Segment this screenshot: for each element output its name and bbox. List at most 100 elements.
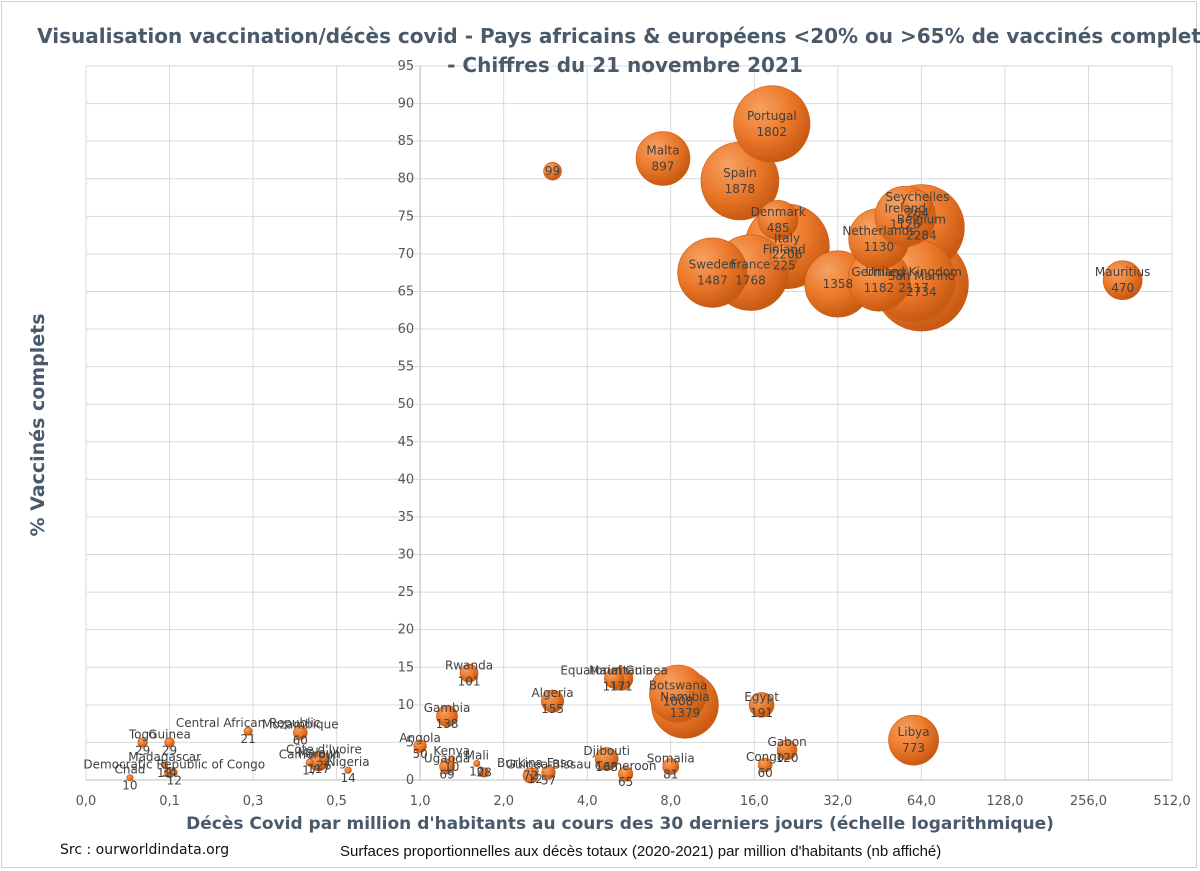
bubble-mark [635,131,691,186]
bubble-value-label: 1379 [670,706,701,720]
chart-title-line2: - Chiffres du 21 novembre 2021 [447,53,803,77]
bubble-country-label: Burkina Faso [497,756,574,770]
bubble-value-label: 117 [307,762,330,776]
bubble-country-label: Malawi [298,746,340,760]
bubble-mark [541,765,556,780]
bubble-country-label: Equatorial Guinea [560,664,668,678]
bubble-value-label: 10 [444,760,459,774]
bubble-mark [1102,260,1143,301]
bubble-value-label: 60 [293,734,308,748]
y-tick-label: 20 [398,623,415,638]
bubble-value-label: 138 [436,717,459,731]
bubble-country-label: Netherlands [842,224,915,238]
bubble-value-label: 28 [476,765,491,779]
y-tick-label: 95 [398,59,415,74]
bubble-mark [757,757,773,773]
bubble-mark [888,714,939,766]
bubble-size-note: Surfaces proportionnelles aux décès tota… [340,843,942,860]
bubble-value-label: 60 [757,766,772,780]
chart-title: Visualisation vaccination/décès covid - … [0,22,1200,80]
y-tick-label: 60 [398,322,415,337]
bubble-value-label: 2206 [772,247,803,261]
bubble-mark [436,705,458,727]
label-layer: Portugal 1802 Malta 897 99 Spain 1878 Denmark 48… [83,109,1150,793]
x-tick-label: 128,0 [986,794,1023,809]
bubble-value-label: 485 [767,221,790,235]
bubble-country-label: Congo [746,750,784,764]
bubble-country-label: Madagascar [128,750,201,764]
bubble-value-label: 17 [302,764,317,778]
bubble-country-label: Guinea [148,727,191,741]
bubble-value-label: 1008 [663,695,694,709]
bubble-country-label: Mali [465,748,489,762]
tick-layer: 0 5 10 15 20 25 30 35 40 45 50 55 60 65 70 75 80 85 90 95 0,… [76,59,1191,809]
bubble-value-label: 65 [618,775,633,789]
x-tick-label: 0,3 [243,794,264,809]
bubble-value-label: 773 [902,741,925,755]
bubble-mark [161,761,169,769]
bubble-country-label: Mauritius [1095,265,1150,279]
y-tick-label: 40 [398,472,415,487]
bubble-value-label: 1126 [890,217,921,231]
bubble-mark [733,85,811,163]
bubble-country-label: France [731,258,771,272]
y-tick-label: 50 [398,397,415,412]
bubble-mark [758,199,799,241]
bubble-country-label: Gambia [424,701,471,715]
grid-layer [85,65,1173,781]
bubble-value-label: 12 [528,772,543,786]
y-tick-label: 25 [398,585,415,600]
bubble-country-label: Libya [898,725,930,739]
bubble-mark [439,758,455,775]
bubble-country-label: Chad [114,763,145,777]
bubble-country-label: Gabon [767,735,806,749]
bubble-value-label: 81 [663,767,678,781]
y-tick-label: 65 [398,284,415,299]
bubble-mark [137,737,148,748]
bubble-mark [543,161,562,181]
x-tick-label: 1,0 [410,794,431,809]
bubble-country-label: Côte d'Ivoire [286,742,362,756]
bubble-mark [479,767,490,778]
bubble-country-label: Egypt [744,690,779,704]
bubble-country-label: Somalia [647,751,695,765]
y-tick-label: 5 [406,735,414,750]
bubble-value-label: 1878 [725,182,756,196]
bubble-country-label: Belgium [897,213,946,227]
bubble-mark [531,767,539,775]
bubble-country-label: Kenya [433,744,470,758]
bubble-value-label: 10 [122,779,137,793]
bubble-mark [662,758,680,775]
bubble-mark [677,237,748,308]
bubble-mark [243,726,253,736]
x-tick-label: 256,0 [1070,794,1107,809]
bubble-value-label: 72 [523,768,538,782]
bubble-mark [776,739,798,761]
bubble-value-label: 69 [439,767,454,781]
bubble-value-label: 1358 [823,277,854,291]
bubble-value-label: 99 [545,164,560,178]
bubble-country-label: Namibia [660,690,710,704]
bubble-mark [344,766,352,774]
bubble-value-label: 897 [652,159,675,173]
bubble-value-label: 14 [340,771,355,785]
bubble-country-label: Algeria [531,686,573,700]
bubble-value-label: 1768 [735,274,766,288]
bubble-value-label: 2117 [898,281,929,295]
bubble-mark [293,725,308,740]
bubble-country-label: Italy [774,231,800,245]
bubble-country-label: Cameroun [279,748,341,762]
bubble-mark [618,766,634,782]
bubble-value-label: 1182 [864,281,895,295]
bubble-country-label: Ireland [885,201,927,215]
x-axis-label: Décès Covid par million d'habitants au c… [186,814,1054,834]
bubble-mark [170,768,178,776]
bubble-value-label: 34 [162,765,177,779]
bubble-country-label: Malta [646,143,679,157]
bubble-value-label: 10 [469,764,484,778]
bubble-value-label: 191 [750,706,773,720]
bubble-mark [902,190,933,220]
bubble-mark [448,755,456,763]
bubble-value-label: 120 [776,751,799,765]
